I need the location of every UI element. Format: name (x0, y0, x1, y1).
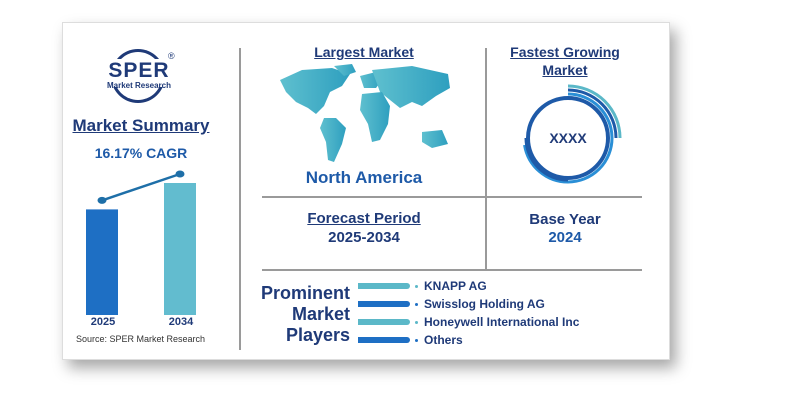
player-item: KNAPP AG (358, 278, 487, 294)
logo-name: SPER (108, 59, 170, 82)
trend-line (101, 172, 181, 202)
divider (262, 196, 642, 198)
base-year-value: 2024 (548, 229, 582, 246)
x-tick-2025: 2025 (90, 316, 116, 328)
base-year-title: Base Year (529, 211, 601, 228)
logo-sub: Market Research (106, 81, 172, 90)
logo-registered: ® (168, 51, 175, 61)
bar-2034 (164, 183, 196, 315)
player-name: Others (424, 333, 463, 347)
fastest-growing-title-2: Market (542, 62, 588, 78)
logo-globe-icon (100, 49, 180, 103)
cagr-value: 16.17% CAGR (94, 145, 188, 161)
market-summary-title: Market Summary (72, 116, 210, 135)
forecast-title: Forecast Period (307, 210, 421, 227)
x-tick-2034: 2034 (168, 316, 194, 328)
source-note: Source: SPER Market Research (76, 334, 206, 344)
fastest-growing-value: XXXX (549, 130, 587, 146)
fastest-growing-title-1: Fastest Growing (510, 44, 620, 60)
divider (485, 48, 487, 270)
player-item: Honeywell International Inc (358, 314, 579, 330)
player-item: Swisslog Holding AG (358, 296, 545, 312)
players-title-line: Prominent (260, 283, 350, 303)
player-item: Others (358, 332, 463, 348)
world-map-icon (280, 64, 450, 162)
divider (239, 48, 241, 350)
trend-point-2034 (175, 170, 185, 178)
players-title: Prominent Market Players (252, 283, 350, 346)
market-chart (86, 170, 196, 315)
players-title-line: Players (285, 325, 350, 345)
forecast-value: 2025-2034 (328, 229, 400, 246)
player-bar-icon (358, 283, 418, 289)
player-bar-icon (358, 337, 418, 343)
player-name: Swisslog Holding AG (424, 297, 545, 311)
player-name: Honeywell International Inc (424, 315, 580, 329)
divider (262, 269, 642, 271)
bar-2025 (86, 209, 118, 315)
player-name: KNAPP AG (424, 279, 487, 293)
largest-market-value: North America (305, 168, 423, 187)
players-title-line: Market (291, 304, 350, 324)
ring-gauge-icon (522, 84, 622, 184)
player-bar-icon (358, 301, 418, 307)
trend-point-2025 (97, 196, 107, 204)
sper-logo: SPER ® Market Research (100, 45, 180, 107)
player-bar-icon (358, 319, 418, 325)
largest-market-title: Largest Market (314, 44, 414, 60)
